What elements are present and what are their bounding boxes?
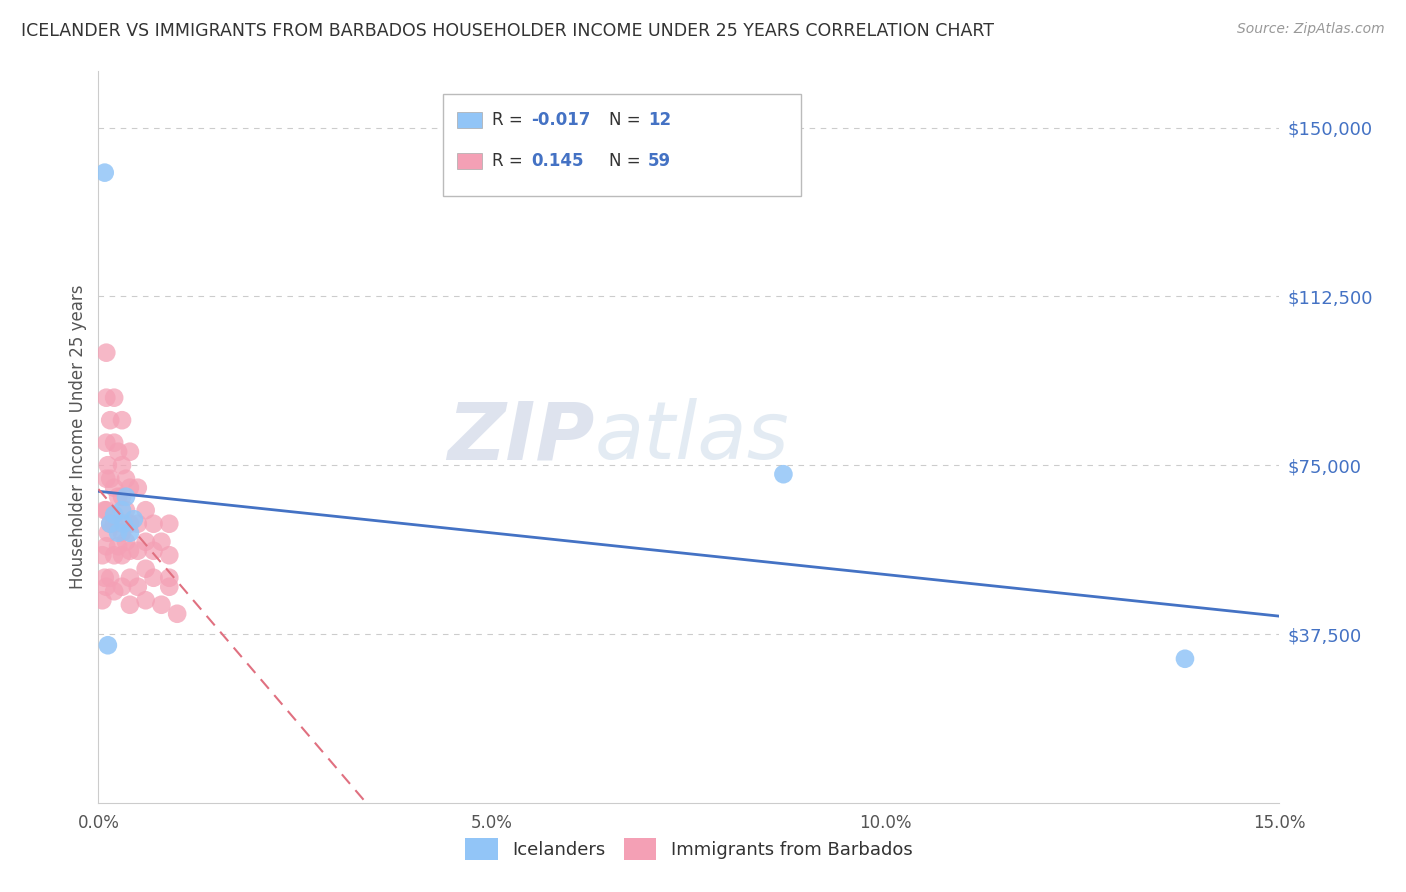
Point (103, 481, 125, 495)
Point (118, 571, 141, 585)
Point (115, 490, 138, 504)
Text: ICELANDER VS IMMIGRANTS FROM BARBADOS HOUSEHOLDER INCOME UNDER 25 YEARS CORRELAT: ICELANDER VS IMMIGRANTS FROM BARBADOS HO… (21, 22, 994, 40)
Point (115, 534, 138, 549)
Point (107, 539, 129, 553)
Point (98, 472, 121, 486)
Point (103, 508, 125, 522)
Point (150, 534, 173, 549)
Text: N =: N = (609, 112, 645, 129)
Point (103, 435, 125, 450)
Point (96, 472, 118, 486)
Point (93, 571, 115, 585)
Point (150, 598, 173, 612)
Text: ZIP: ZIP (447, 398, 595, 476)
Point (97, 458, 120, 473)
Point (98, 413, 121, 427)
Point (142, 516, 165, 531)
Point (118, 525, 141, 540)
Point (91, 593, 114, 607)
Point (103, 584, 125, 599)
Point (157, 516, 180, 531)
Point (91, 548, 114, 562)
Point (112, 516, 135, 531)
Point (142, 571, 165, 585)
Point (111, 548, 134, 562)
Point (107, 525, 129, 540)
Text: R =: R = (492, 152, 529, 169)
Point (111, 503, 134, 517)
Point (103, 548, 125, 562)
Point (111, 525, 134, 540)
Point (93, 166, 115, 180)
Point (1174, 652, 1197, 666)
Point (97, 525, 120, 540)
Point (135, 534, 157, 549)
Point (96, 503, 118, 517)
Point (97, 638, 120, 652)
Point (118, 444, 141, 458)
Point (107, 490, 129, 504)
Text: 12: 12 (648, 112, 671, 129)
Point (118, 598, 141, 612)
Point (115, 503, 138, 517)
Point (111, 413, 134, 427)
Y-axis label: Householder Income Under 25 years: Householder Income Under 25 years (69, 285, 87, 590)
Point (111, 490, 134, 504)
Point (127, 543, 149, 558)
Text: atlas: atlas (595, 398, 789, 476)
Text: R =: R = (492, 112, 529, 129)
Point (96, 391, 118, 405)
Point (142, 543, 165, 558)
Point (96, 539, 118, 553)
Text: -0.017: -0.017 (531, 112, 591, 129)
Point (96, 345, 118, 359)
Point (127, 580, 149, 594)
Point (127, 481, 149, 495)
Point (166, 607, 188, 621)
Point (157, 571, 180, 585)
Point (127, 516, 149, 531)
Point (111, 580, 134, 594)
Text: 0.145: 0.145 (531, 152, 583, 169)
Point (118, 516, 141, 531)
Point (93, 503, 115, 517)
Legend: Icelanders, Immigrants from Barbados: Icelanders, Immigrants from Barbados (458, 830, 920, 867)
Text: Source: ZipAtlas.com: Source: ZipAtlas.com (1237, 22, 1385, 37)
Point (98, 571, 121, 585)
Point (107, 444, 129, 458)
Point (103, 516, 125, 531)
Point (772, 467, 794, 482)
Point (111, 458, 134, 473)
Text: 59: 59 (648, 152, 671, 169)
Point (135, 562, 157, 576)
Point (118, 543, 141, 558)
Point (115, 472, 138, 486)
Point (135, 593, 157, 607)
Text: N =: N = (609, 152, 645, 169)
Point (157, 548, 180, 562)
Point (103, 391, 125, 405)
Point (122, 512, 145, 526)
Point (118, 481, 141, 495)
Point (98, 516, 121, 531)
Point (96, 435, 118, 450)
Point (157, 580, 180, 594)
Point (98, 516, 121, 531)
Point (135, 503, 157, 517)
Point (96, 580, 118, 594)
